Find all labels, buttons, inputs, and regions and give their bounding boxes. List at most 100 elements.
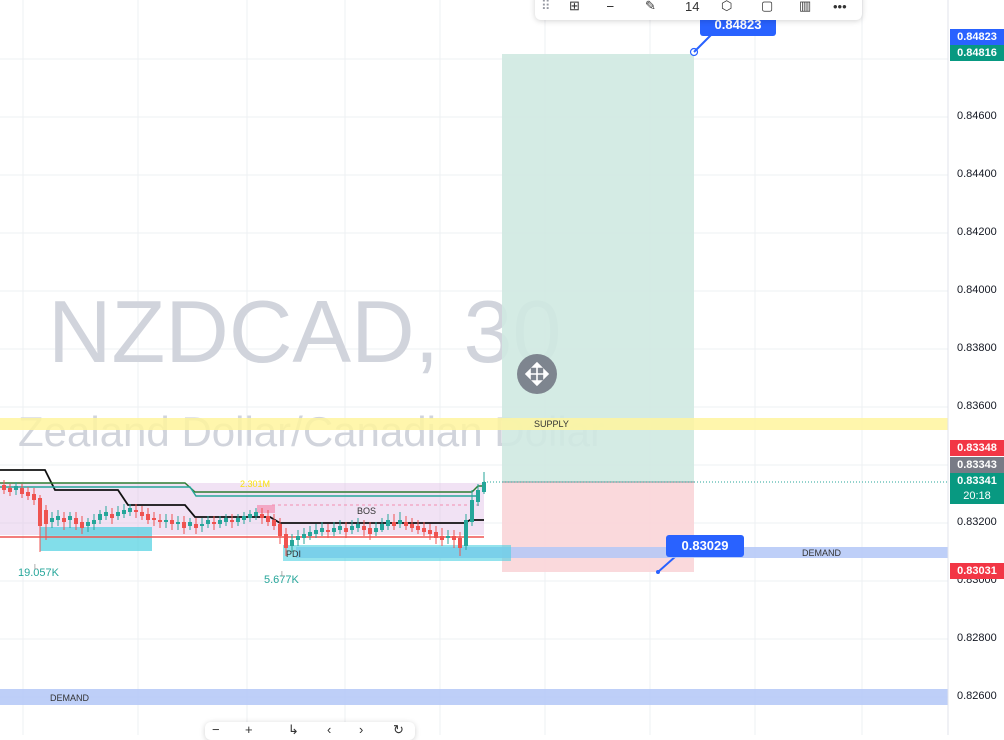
candle-body <box>104 512 108 516</box>
price-tag-stop: 0.83031 <box>950 563 1004 579</box>
settings-hex-icon[interactable]: ⬡ <box>721 0 733 13</box>
color-brush-icon[interactable]: ✎ <box>645 0 656 13</box>
volume-label-mid: 5.677K <box>264 574 300 586</box>
candle-body <box>194 524 198 528</box>
candle-body <box>452 536 456 540</box>
candle-body <box>314 530 318 534</box>
candle-body <box>446 536 450 538</box>
candle-body <box>188 522 192 526</box>
teal-trail-line <box>0 486 476 497</box>
candle-body <box>326 530 330 532</box>
candle-body <box>434 532 438 538</box>
candle-body <box>356 524 360 528</box>
volume-label-left: 19.057K <box>18 567 60 579</box>
scroll-left-icon[interactable]: ‹ <box>327 722 332 737</box>
candle-body <box>284 534 288 548</box>
demand-zone-lower[interactable] <box>0 689 948 705</box>
candle-body <box>8 488 12 492</box>
delete-icon[interactable]: ▥ <box>799 0 812 13</box>
candle-body <box>380 524 384 530</box>
candle-body <box>302 534 306 538</box>
candle-body <box>248 514 252 518</box>
axis-tick-1: 0.84400 <box>957 168 997 180</box>
candle-body <box>392 522 396 526</box>
candle-body <box>308 532 312 536</box>
stop-price-callout[interactable]: 0.83029 <box>666 535 744 557</box>
candle-body <box>260 514 264 518</box>
candle-body <box>128 508 132 512</box>
font-size-label[interactable]: 14 <box>685 0 700 14</box>
countdown-tag: 20:18 <box>950 488 1004 504</box>
order-block-left <box>40 527 152 551</box>
candle-body <box>482 482 486 492</box>
candle-body <box>212 522 216 524</box>
axis-tick-4: 0.83800 <box>957 342 997 354</box>
candle-body <box>344 528 348 532</box>
zoom-out-icon[interactable]: − <box>212 722 220 737</box>
zoom-in-icon[interactable]: + <box>245 722 253 737</box>
candle-body <box>374 528 378 532</box>
candle-body <box>290 540 294 546</box>
loss-zone[interactable] <box>502 482 694 572</box>
candle-body <box>146 514 150 520</box>
candle-body <box>266 516 270 522</box>
candle-body <box>182 522 186 528</box>
candle-body <box>362 526 366 530</box>
candle-body <box>236 518 240 522</box>
candle-body <box>140 512 144 516</box>
candle-body <box>152 518 156 520</box>
axis-tick-8: 0.82800 <box>957 632 997 644</box>
candle-body <box>74 518 78 524</box>
supply-zone[interactable] <box>0 418 948 430</box>
candle-body <box>158 520 162 522</box>
demand-label-lower: DEMAND <box>50 693 90 703</box>
chart-navigation-bar[interactable]: − + ↳ ‹ › ↻ <box>205 722 415 740</box>
profit-zone[interactable] <box>502 54 694 482</box>
line-style-icon[interactable]: ⎯ <box>607 0 614 13</box>
candle-body <box>224 518 228 522</box>
candle-body <box>242 516 246 520</box>
candle-body <box>296 536 300 540</box>
lock-icon[interactable]: ▢ <box>761 0 774 13</box>
candle-body <box>200 524 204 526</box>
axis-tick-5: 0.83600 <box>957 400 997 412</box>
candle-body <box>278 524 282 536</box>
candle-body <box>404 522 408 526</box>
candle-body <box>254 512 258 516</box>
candle-body <box>272 520 276 526</box>
candle-body <box>80 522 84 528</box>
candle-body <box>386 520 390 526</box>
candle-body <box>230 520 234 522</box>
candle-body <box>50 518 54 522</box>
candle-body <box>122 510 126 514</box>
candle-body <box>116 512 120 516</box>
stop-handle[interactable] <box>656 570 660 574</box>
reset-icon[interactable]: ↳ <box>288 722 299 737</box>
candle-body <box>470 500 474 522</box>
pdi-label: PDI <box>286 549 301 559</box>
candle-body <box>20 488 24 494</box>
price-tag-current: 0.83341 <box>950 473 1004 489</box>
candle-body <box>98 514 102 520</box>
axis-tick-2: 0.84200 <box>957 226 997 238</box>
price-tag-target: 0.84823 <box>950 29 1004 45</box>
supply-label: SUPPLY <box>534 419 569 429</box>
drawing-toolbar[interactable]: ⠿ ⊞ ⎯ ✎ 14 ⬡ ▢ ▥ ••• <box>535 0 862 20</box>
demand-zone-upper[interactable] <box>296 547 948 558</box>
price-tag-gray: 0.83343 <box>950 457 1004 473</box>
refresh-icon[interactable]: ↻ <box>393 722 404 737</box>
candle-body <box>38 498 42 526</box>
candle-body <box>218 520 222 524</box>
move-handle[interactable] <box>517 354 557 394</box>
add-alert-icon[interactable]: ⊞ <box>569 0 580 13</box>
more-icon[interactable]: ••• <box>833 0 847 14</box>
axis-tick-0: 0.84600 <box>957 110 997 122</box>
small-l-label-1: L <box>34 564 38 571</box>
move-arrows-icon <box>524 361 550 387</box>
axis-tick-9: 0.82600 <box>957 690 997 702</box>
scroll-right-icon[interactable]: › <box>359 722 364 737</box>
drag-handle-icon[interactable]: ⠿ <box>541 0 551 13</box>
candle-body <box>368 528 372 534</box>
